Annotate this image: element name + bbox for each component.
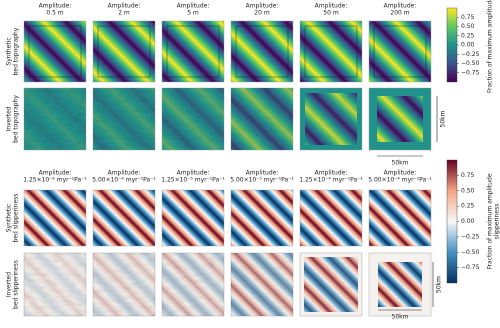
colorbar-tick-label: −0.50 [461, 249, 480, 256]
colorbar-tick-label: 0.50 [461, 23, 475, 30]
inverted-noise [377, 96, 423, 142]
column-title: 1.25×10⁻⁴ myr⁻¹Pa⁻¹ [299, 177, 363, 184]
colorbar-tick-label: −0.25 [461, 51, 480, 58]
inverted-noise [93, 88, 155, 150]
inverted-noise [378, 262, 422, 307]
column-title: 50 m [323, 10, 339, 17]
inverted-noise [305, 93, 357, 145]
row-label: bed topography [13, 27, 20, 75]
colorbar-tick-label: −0.25 [461, 233, 480, 240]
synthetic-panel [162, 21, 224, 82]
inverted-noise [162, 253, 224, 316]
column-title: Amplitude: [384, 3, 417, 10]
column-title: Amplitude: [108, 3, 141, 10]
column-title: Amplitude: [39, 170, 72, 177]
scale-bar-label: 50km [440, 110, 447, 127]
colorbar-tick-label: 0.75 [461, 14, 475, 21]
column-title: Amplitude: [384, 170, 417, 177]
colorbar-tick-label: 0.25 [461, 32, 475, 39]
row-label: bed slipperiness [13, 260, 20, 309]
column-title: 5 m [187, 10, 199, 17]
column-title: 5.00×10⁻⁵ myr⁻¹Pa⁻¹ [230, 177, 294, 184]
synthetic-panel [369, 190, 431, 246]
synthetic-panel [300, 190, 362, 246]
colorbar-label: Fraction of maximum amplitude [487, 173, 494, 269]
colorbar-tick-label: −0.75 [461, 264, 480, 271]
row-label: Inverted [6, 272, 13, 297]
colorbar-tick-label: 0.00 [461, 42, 475, 49]
column-title: 20 m [254, 10, 270, 17]
colorbar-label: slipperiness [494, 204, 500, 240]
column-title: Amplitude: [108, 170, 141, 177]
column-title: 5.00×10⁻⁶ myr⁻¹Pa⁻¹ [92, 177, 156, 184]
row-label: Inverted [6, 106, 13, 131]
inverted-noise [162, 88, 224, 150]
inverted-noise [304, 257, 358, 312]
column-title: 2 m [118, 10, 130, 17]
synthetic-panel [24, 190, 86, 246]
colorbar-tick-label: −0.50 [461, 60, 480, 67]
column-title: 1.25×10⁻⁶ myr⁻¹Pa⁻¹ [23, 177, 87, 184]
synthetic-panel [93, 21, 155, 82]
synthetic-panel [300, 21, 362, 82]
column-title: Amplitude: [246, 170, 279, 177]
inverted-noise [24, 88, 86, 150]
column-title: Amplitude: [315, 170, 348, 177]
scale-bar-label: 50km [392, 160, 409, 167]
column-title: Amplitude: [39, 3, 72, 10]
inverted-noise [24, 253, 86, 316]
column-title: 0.5 m [46, 10, 63, 17]
row-label: bed slipperiness [13, 194, 20, 243]
synthetic-panel [93, 190, 155, 246]
synthetic-panel [24, 21, 86, 82]
row-label: Synthetic [6, 204, 13, 232]
row-label: bed topography [13, 95, 20, 143]
inverted-noise [231, 88, 293, 150]
colorbar-tick-label: 0.00 [461, 218, 475, 225]
colorbar-tick-label: 0.50 [461, 187, 475, 194]
row-label: Synthetic [6, 37, 13, 65]
colorbar [447, 160, 457, 283]
colorbar-tick-label: −0.75 [461, 69, 480, 76]
scale-bar-label: 50km [436, 276, 443, 293]
inverted-noise [93, 253, 155, 316]
colorbar-label: Fraction of maximum amplitude [487, 0, 494, 93]
column-title: Amplitude: [177, 3, 210, 10]
colorbar-tick-label: 0.25 [461, 203, 475, 210]
synthetic-panel [162, 190, 224, 246]
colorbar [447, 8, 457, 82]
column-title: Amplitude: [246, 3, 279, 10]
synthetic-panel [231, 190, 293, 246]
synthetic-panel [231, 21, 293, 82]
column-title: Amplitude: [177, 170, 210, 177]
synthetic-panel [369, 21, 431, 82]
column-title: 1.25×10⁻⁵ myr⁻¹Pa⁻¹ [161, 177, 225, 184]
column-title: Amplitude: [315, 3, 348, 10]
colorbar-tick-label: 0.75 [461, 172, 475, 179]
scale-bar-label: 50km [392, 314, 409, 321]
column-title: 200 m [390, 10, 409, 17]
column-title: 5.00×10⁻⁴ myr⁻¹Pa⁻¹ [368, 177, 432, 184]
inverted-noise [231, 253, 293, 316]
